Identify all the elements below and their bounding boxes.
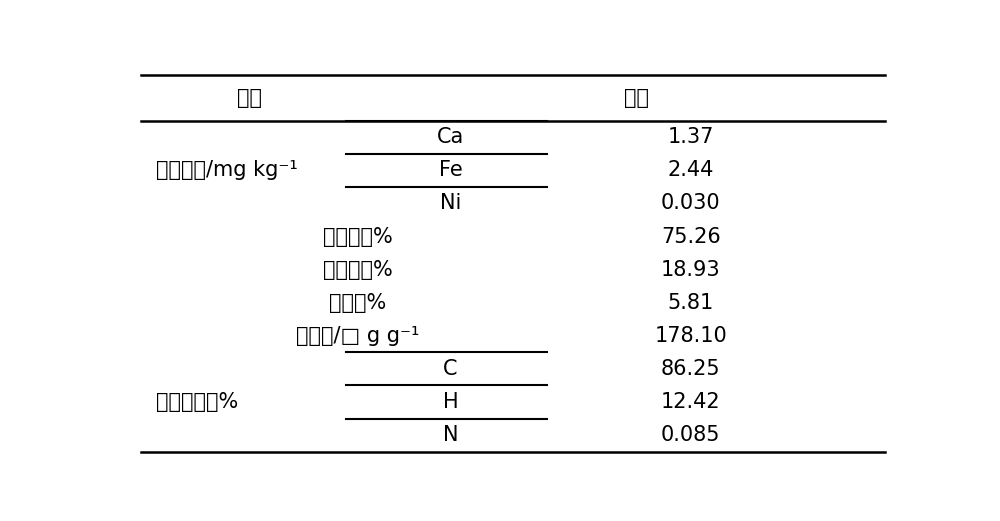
Text: 胶质，%: 胶质，% (329, 293, 386, 313)
Text: C: C (443, 359, 458, 379)
Text: 0.085: 0.085 (661, 425, 720, 445)
Text: 金属分析/mg kg⁻¹: 金属分析/mg kg⁻¹ (156, 160, 298, 180)
Text: 油品: 油品 (237, 88, 262, 108)
Text: Fe: Fe (439, 160, 462, 180)
Text: 12.42: 12.42 (661, 392, 721, 412)
Text: Ni: Ni (440, 193, 461, 214)
Text: 元素分析，%: 元素分析，% (156, 392, 238, 412)
Text: 18.93: 18.93 (661, 259, 721, 280)
Text: 5.81: 5.81 (668, 293, 714, 313)
Text: 饱和分，%: 饱和分，% (323, 227, 392, 246)
Text: 0.030: 0.030 (661, 193, 721, 214)
Text: 碱性氮/□ g g⁻¹: 碱性氮/□ g g⁻¹ (296, 326, 419, 346)
Text: 芳香分，%: 芳香分，% (323, 259, 392, 280)
Text: 86.25: 86.25 (661, 359, 721, 379)
Text: 178.10: 178.10 (654, 326, 727, 346)
Text: N: N (443, 425, 458, 445)
Text: Ca: Ca (437, 127, 464, 147)
Text: 1.37: 1.37 (668, 127, 714, 147)
Text: H: H (443, 392, 458, 412)
Text: 2.44: 2.44 (668, 160, 714, 180)
Text: 蜡油: 蜡油 (624, 88, 649, 108)
Text: 75.26: 75.26 (661, 227, 721, 246)
